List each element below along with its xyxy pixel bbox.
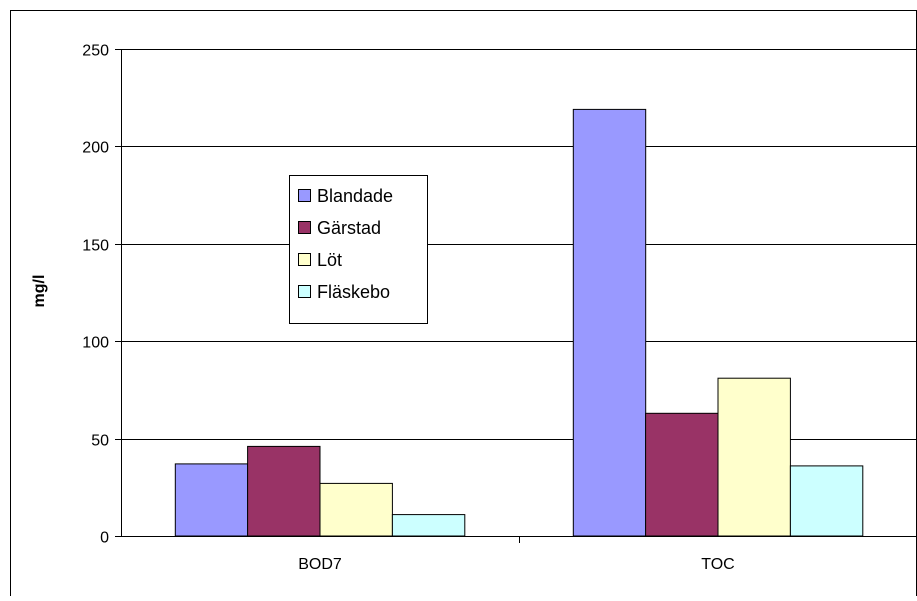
y-tick-label: 50 (91, 433, 109, 450)
legend-label-gärstad: Gärstad (317, 218, 381, 238)
y-tick-label: 100 (82, 335, 109, 352)
x-tick-label: TOC (701, 556, 734, 573)
x-tick-label: BOD7 (298, 556, 342, 573)
bar-löt-bod7 (319, 482, 393, 537)
legend-swatch-blandade (298, 189, 311, 202)
axes: 0 50 100 150 200 250 BOD7 TOC (82, 43, 917, 573)
legend-label-fläskebo: Fläskebo (317, 282, 390, 302)
bars (174, 108, 864, 537)
bar-fläskebo-toc (789, 465, 864, 537)
bar-blandade-bod7 (174, 463, 249, 537)
legend-label-löt: Löt (317, 250, 342, 270)
legend-swatch-löt (298, 253, 311, 266)
legend-label-blandade: Blandade (317, 186, 393, 206)
y-tick-label: 150 (82, 238, 109, 255)
y-tick-label: 0 (100, 530, 109, 547)
bar-gärstad-bod7 (247, 445, 321, 537)
bar-löt-toc (717, 377, 791, 537)
bar-fläskebo-bod7 (391, 514, 466, 537)
y-tick-label: 250 (82, 43, 109, 60)
bar-gärstad-toc (645, 412, 719, 537)
legend-swatch-fläskebo (298, 285, 311, 298)
bar-blandade-toc (572, 108, 647, 537)
legend-swatch-gärstad (298, 221, 311, 234)
y-axis-title: mg/l (31, 275, 48, 308)
legend-box (289, 175, 428, 324)
legend: Blandade Gärstad Löt Fläskebo (289, 175, 428, 324)
y-tick-label: 200 (82, 140, 109, 157)
